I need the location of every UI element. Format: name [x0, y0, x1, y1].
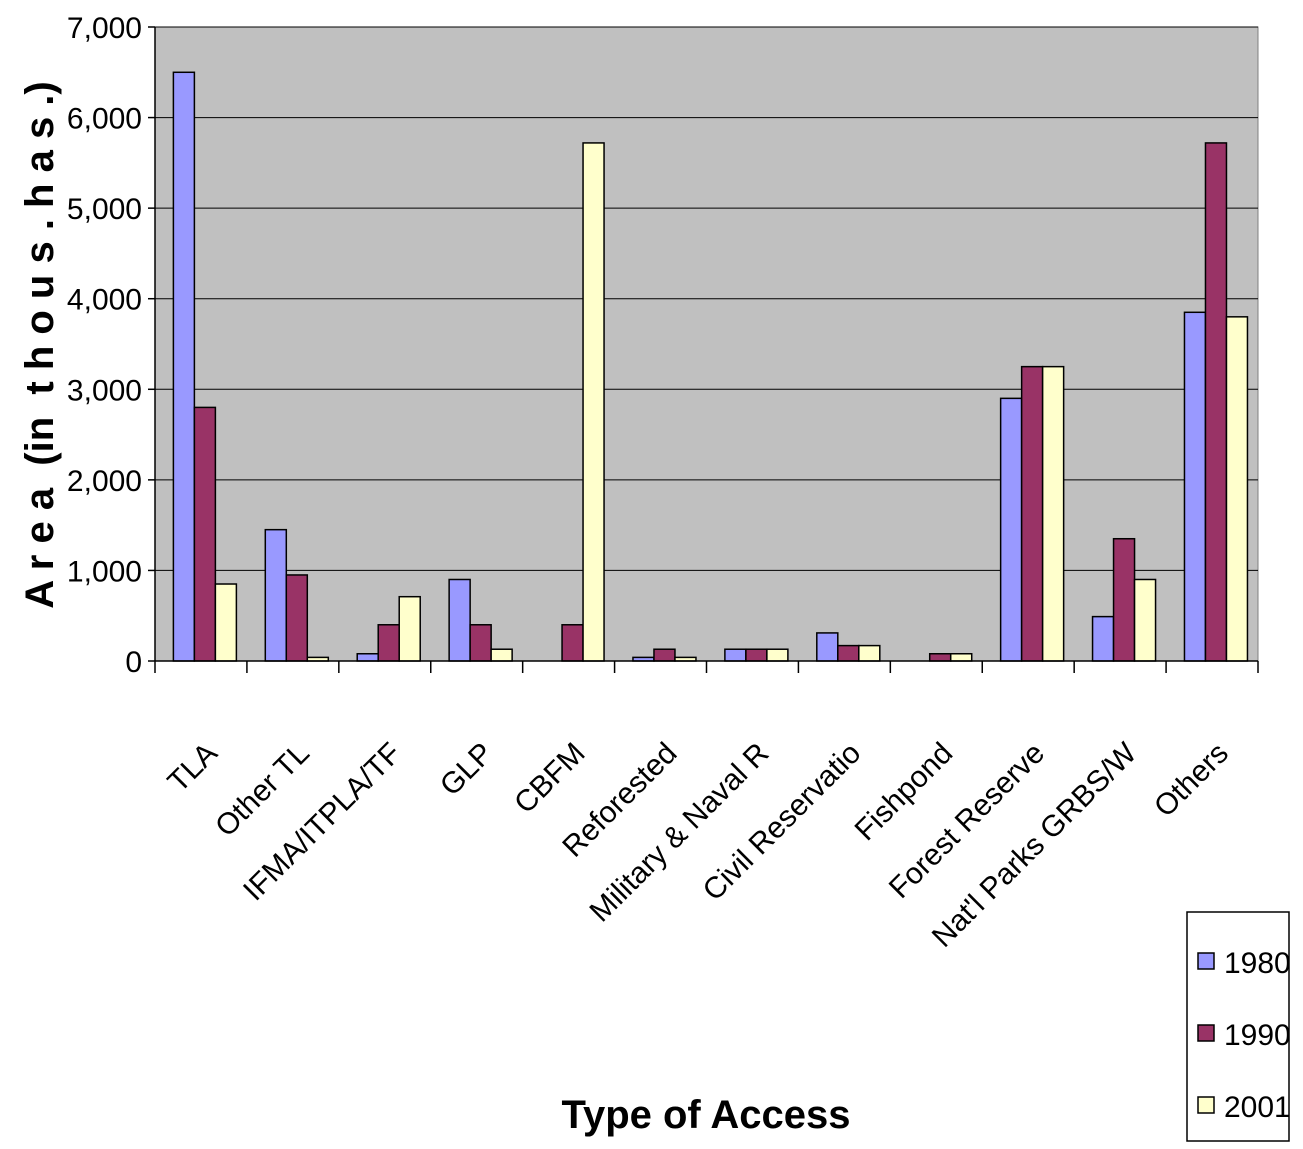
- bar-1980: [356, 653, 379, 662]
- y-axis-title: A r e a (in t h o u s . h a s .): [18, 81, 62, 608]
- x-tick-label: Forest Reserve: [883, 737, 1051, 905]
- bar-1980: [1183, 311, 1207, 662]
- bar-2001: [490, 648, 513, 662]
- bar-1990: [1020, 365, 1044, 662]
- y-tick-label: 2,000: [67, 465, 142, 498]
- x-tick-label: Civil Reservatio: [697, 737, 868, 908]
- bar-2001: [1041, 365, 1065, 662]
- bar-2001: [766, 648, 789, 662]
- bar-1990: [285, 574, 309, 662]
- y-tick-label: 1,000: [67, 555, 142, 588]
- bar-1990: [561, 624, 584, 662]
- bar-1990: [469, 624, 492, 662]
- bar-1980: [264, 528, 288, 662]
- legend-swatch-1980: [1197, 952, 1215, 970]
- x-tick-label: Military & Naval R: [584, 737, 776, 929]
- x-tick-label: IFMA/ITPLA/TF: [237, 737, 408, 908]
- bar-1990: [837, 644, 860, 662]
- legend-label-1990: 1990: [1224, 1019, 1291, 1052]
- y-tick-label: 6,000: [67, 103, 142, 136]
- y-tick-label: 0: [125, 646, 142, 679]
- bar-1990: [193, 406, 217, 662]
- bar-2001: [1133, 578, 1157, 662]
- bar-1980: [448, 578, 471, 662]
- bar-1990: [1204, 142, 1228, 662]
- x-tick-label: GLP: [434, 737, 500, 803]
- bar-2001: [214, 583, 238, 662]
- bar-1990: [377, 624, 400, 662]
- legend-swatch-1990: [1197, 1024, 1215, 1042]
- x-axis-title: Type of Access: [561, 1093, 850, 1137]
- bar-2001: [949, 653, 973, 662]
- y-tick-label: 3,000: [67, 374, 142, 407]
- bar-1980: [1091, 615, 1115, 662]
- bar-1980: [816, 632, 839, 662]
- bars: [172, 71, 1249, 662]
- bar-1990: [928, 653, 952, 662]
- bar-2001: [858, 644, 881, 662]
- legend-label-2001: 2001: [1224, 1091, 1291, 1124]
- y-tick-label: 4,000: [67, 284, 142, 317]
- bar-1990: [1112, 537, 1136, 662]
- y-tick-label: 5,000: [67, 193, 142, 226]
- y-ticks: 0 1,000 2,000 3,000 4,000 5,000 6,000 7,000: [67, 12, 155, 679]
- legend-swatch-2001: [1197, 1096, 1215, 1114]
- bar-2001: [582, 142, 605, 662]
- x-tick-label: Others: [1148, 737, 1235, 824]
- bar-1980: [172, 71, 196, 662]
- bar-1990: [745, 648, 768, 662]
- legend: 1980 1990 2001: [1186, 911, 1291, 1142]
- bar-1990: [653, 648, 676, 662]
- x-tick-label: TLA: [162, 737, 224, 799]
- x-tick-label: CBFM: [508, 737, 591, 820]
- gridlines: [155, 26, 1258, 571]
- legend-label-1980: 1980: [1224, 947, 1291, 980]
- bar-1980: [999, 397, 1023, 662]
- bar-2001: [398, 595, 421, 662]
- bar-2001: [1225, 316, 1249, 662]
- plot-area: [154, 26, 1259, 662]
- y-tick-label: 7,000: [67, 12, 142, 45]
- bar-1980: [724, 648, 747, 662]
